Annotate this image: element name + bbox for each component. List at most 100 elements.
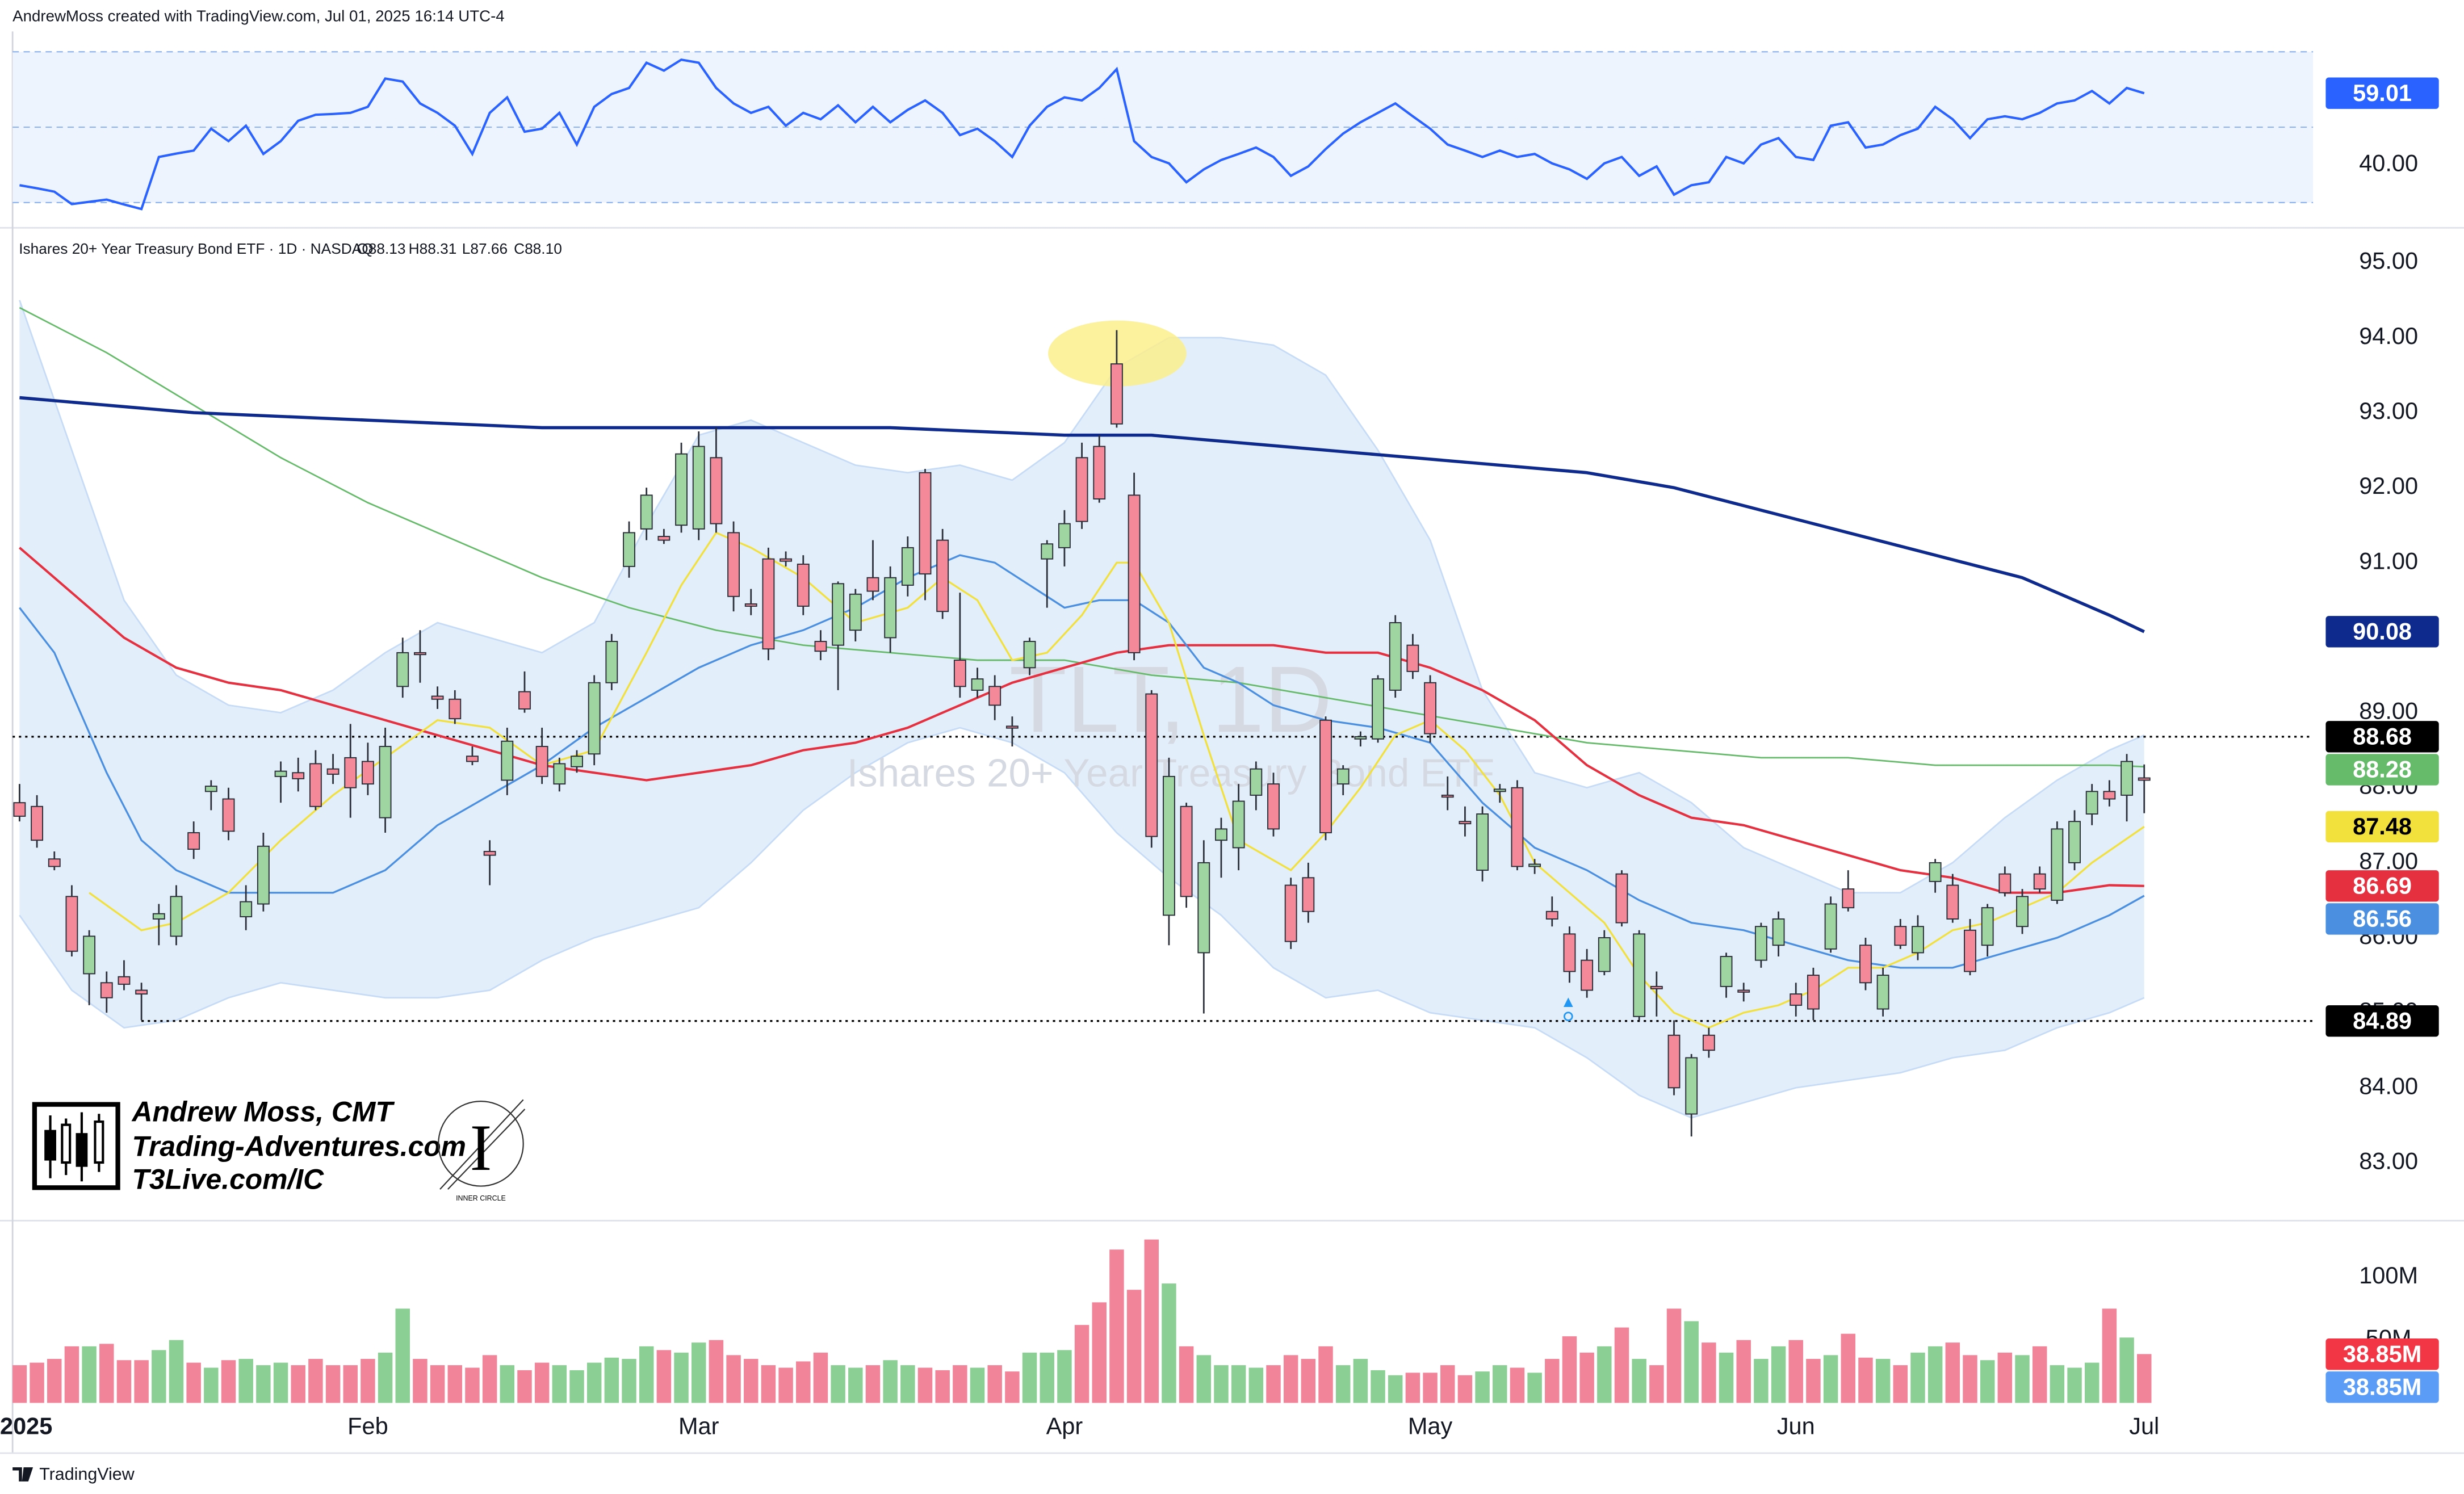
volume-bar <box>1510 1367 1525 1403</box>
volume-bar <box>1405 1373 1420 1403</box>
volume-bar <box>796 1361 811 1403</box>
candle-body <box>553 763 566 785</box>
volume-bar <box>726 1355 741 1403</box>
candle-body <box>13 802 26 817</box>
volume-bar <box>1388 1375 1403 1403</box>
candle-body <box>1563 933 1576 972</box>
footer: TradingView <box>12 1464 135 1484</box>
price-badge-label: 86.69 <box>2353 872 2412 899</box>
y-tick-label: 84.00 <box>2359 1072 2418 1099</box>
candle-body <box>2051 828 2064 901</box>
volume-bar <box>1562 1336 1577 1403</box>
volume-bar <box>1196 1355 1212 1403</box>
volume-bar <box>1493 1365 1507 1403</box>
volume-bar <box>1771 1346 1786 1403</box>
candle-body <box>1528 863 1541 867</box>
candle-body <box>1737 989 1750 993</box>
volume-bar <box>2067 1367 2082 1403</box>
volume-bar <box>1614 1327 1629 1403</box>
volume-bar <box>1875 1358 1891 1403</box>
volume-bar <box>1109 1249 1124 1403</box>
x-tick-label: Jul <box>2129 1413 2159 1440</box>
candle-body <box>1302 877 1315 912</box>
legend-open: O88.13 <box>357 240 405 257</box>
candle-body <box>1041 543 1054 560</box>
logo-candles <box>44 1112 104 1182</box>
candle-body <box>1232 800 1245 849</box>
candle-body <box>953 660 966 687</box>
candle-body <box>1876 975 1889 1010</box>
price-panel <box>13 307 2151 1137</box>
dividend-dot <box>1564 1012 1573 1021</box>
volume-bar <box>1545 1358 1560 1403</box>
volume-bar <box>1666 1308 1682 1403</box>
price-badge-label: 84.89 <box>2353 1007 2412 1034</box>
volume-bar <box>1858 1357 1873 1403</box>
candle-body <box>1372 678 1384 740</box>
bollinger-band <box>19 300 2144 1118</box>
brand-link: T3Live.com/IC <box>132 1163 325 1195</box>
candle-body <box>48 858 61 867</box>
volume-bar <box>186 1362 201 1403</box>
volume-bar <box>413 1358 428 1403</box>
volume-bar <box>1423 1373 1438 1403</box>
candle-body <box>170 896 183 937</box>
volume-bar <box>865 1365 881 1403</box>
volume-bar <box>1806 1358 1821 1403</box>
candle-body <box>1336 768 1350 785</box>
candle-body <box>2085 791 2098 815</box>
candle-body <box>1859 945 1872 984</box>
price-badge <box>2325 1371 2439 1403</box>
volume-bar <box>1475 1371 1490 1403</box>
candle-body <box>204 786 217 792</box>
volume-bar <box>500 1365 515 1403</box>
volume-bar <box>1179 1346 1194 1403</box>
candle-body <box>1493 788 1506 792</box>
volume-bar <box>1893 1365 1908 1403</box>
candle-body <box>1754 926 1767 961</box>
volume-bar <box>674 1352 689 1403</box>
candle-body <box>797 563 810 607</box>
candle-body <box>1685 1057 1698 1115</box>
candle-body <box>1459 821 1472 825</box>
candle-body <box>1615 873 1628 924</box>
candle-body <box>1667 1034 1681 1089</box>
legend-close: C88.10 <box>514 240 562 257</box>
volume-bar <box>622 1358 636 1403</box>
candle-body <box>1145 693 1158 837</box>
volume-bar <box>482 1355 497 1403</box>
price-badge-label: 86.56 <box>2353 905 2412 932</box>
volume-bar <box>1702 1342 1716 1403</box>
price-badge <box>2325 903 2439 935</box>
volume-bar <box>2102 1308 2117 1403</box>
volume-bar <box>1788 1340 1803 1403</box>
volume-bar <box>1057 1350 1072 1403</box>
candle-body <box>692 446 705 530</box>
volume-bar <box>1231 1365 1246 1403</box>
price-badge <box>2325 1338 2439 1370</box>
volume-bar <box>552 1365 567 1403</box>
badge-layer: 59.01 38.85M 38.85M 90.08 88.68 88.28 87.48 86.… <box>2325 77 2439 1403</box>
candle-body <box>1163 775 1175 916</box>
volume-bar <box>1266 1365 1281 1403</box>
candle-body <box>135 989 148 995</box>
candle-body <box>1354 736 1367 740</box>
volume-bar <box>709 1340 724 1403</box>
candle-body <box>361 761 374 785</box>
price-badge <box>2325 811 2439 843</box>
volume-bar <box>2032 1346 2047 1403</box>
candle-body <box>31 805 44 841</box>
volume-bar <box>1353 1358 1368 1403</box>
legend-high: H88.31 <box>409 240 457 257</box>
volume-bar <box>308 1358 323 1403</box>
price-badge-label: 88.68 <box>2353 723 2412 750</box>
volume-bar <box>1248 1367 1264 1403</box>
volume-bar <box>586 1362 602 1403</box>
brand-name: Andrew Moss, CMT <box>131 1096 395 1127</box>
candle-body <box>605 641 618 683</box>
logo-caption: INNER CIRCLE <box>456 1194 506 1202</box>
candle-body <box>814 641 827 652</box>
volume-bar <box>883 1360 898 1403</box>
watermark-symbol: TLT, 1D <box>1009 647 1332 752</box>
